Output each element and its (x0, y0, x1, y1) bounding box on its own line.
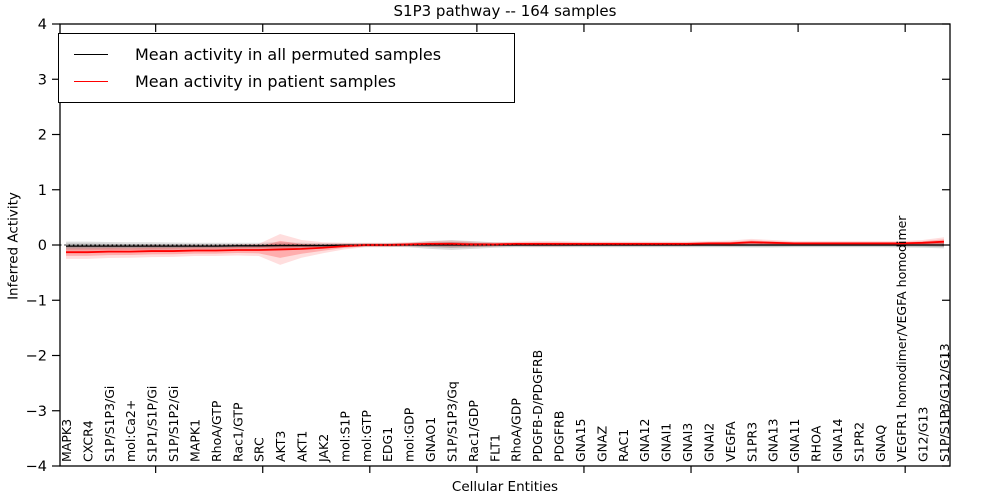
patient-mean-line (66, 240, 945, 254)
x-category-label: AKT3 (273, 431, 288, 462)
legend-entry-permuted: Mean activity in all permuted samples (74, 41, 514, 68)
x-category-label: mol:S1P (337, 411, 352, 462)
x-category-label: S1P1/S1P/Gi (145, 386, 160, 462)
x-category-label: G12/G13 (916, 407, 931, 462)
x-category-label: VEGFR1 homodimer/VEGFA homodimer (894, 215, 909, 462)
x-category-label: CXCR4 (80, 420, 95, 462)
x-category-label: Rac1/GDP (466, 400, 481, 462)
x-category-label: MAPK1 (187, 419, 202, 462)
y-tick-label: −1 (26, 293, 47, 309)
legend-label-permuted: Mean activity in all permuted samples (135, 45, 442, 64)
x-category-label: PDGFB-D/PDGFRB (530, 350, 545, 462)
y-axis-label: Inferred Activity (5, 192, 22, 300)
permuted-line-swatch (74, 54, 108, 55)
y-tick-label: −3 (26, 404, 47, 420)
x-category-label: JAK2 (316, 434, 331, 463)
legend-label-patient: Mean activity in patient samples (135, 72, 396, 91)
chart-title: S1P3 pathway -- 164 samples (393, 2, 617, 20)
x-category-label: PDGFRB (552, 411, 567, 462)
x-category-label: Rac1/GTP (230, 402, 245, 462)
y-tick-label: 4 (38, 17, 47, 33)
x-category-label: AKT1 (295, 431, 310, 462)
x-category-label: GNAO1 (423, 417, 438, 462)
y-tick-label: 2 (38, 128, 47, 144)
y-tick-label: 1 (38, 183, 47, 199)
x-category-label: S1P/S1P3/G12/G13 (937, 343, 952, 462)
x-category-label: SRC (252, 437, 267, 462)
x-category-label: S1P/S1P3/Gi (102, 386, 117, 462)
y-tick-label: 3 (38, 72, 47, 88)
x-category-label: FLT1 (487, 434, 502, 462)
x-category-label: mol:GTP (359, 410, 374, 462)
x-category-label: GNA11 (787, 419, 802, 463)
legend-entry-patient: Mean activity in patient samples (74, 68, 514, 95)
x-category-label: mol:Ca2+ (123, 400, 138, 462)
x-category-label: GNA14 (830, 418, 845, 462)
x-category-label: S1PR3 (744, 422, 759, 462)
x-category-label: GNA15 (573, 419, 588, 463)
x-category-label: mol:GDP (402, 407, 417, 462)
x-category-label: RHOA (809, 425, 824, 462)
y-tick-label: −2 (26, 349, 47, 365)
x-category-label: GNAI3 (680, 423, 695, 462)
x-category-label: GNA12 (637, 419, 652, 463)
x-category-label: GNA13 (766, 419, 781, 463)
x-category-label: S1P/S1P3/Gq (444, 381, 459, 462)
y-tick-label: 0 (38, 238, 47, 254)
x-category-label: VEGFA (723, 421, 738, 462)
x-category-label: GNAI2 (701, 423, 716, 462)
x-category-label: GNAQ (873, 425, 888, 462)
x-axis-label: Cellular Entities (451, 479, 559, 495)
x-category-label: S1P/S1P2/Gi (166, 386, 181, 462)
x-category-label: GNAZ (594, 426, 609, 462)
patient-line-swatch (74, 81, 108, 82)
x-category-label: MAPK3 (59, 419, 74, 462)
x-category-label: RhoA/GDP (509, 398, 524, 462)
y-tick-label: −4 (26, 459, 47, 475)
x-category-label: EDG1 (380, 427, 395, 462)
legend-box: Mean activity in all permuted samples Me… (58, 33, 515, 103)
patient-outer-band (66, 233, 944, 265)
x-category-label: S1PR2 (851, 422, 866, 462)
x-category-label: RAC1 (616, 429, 631, 462)
x-category-label: GNAI1 (659, 423, 674, 462)
x-category-label: RhoA/GTP (209, 400, 224, 462)
